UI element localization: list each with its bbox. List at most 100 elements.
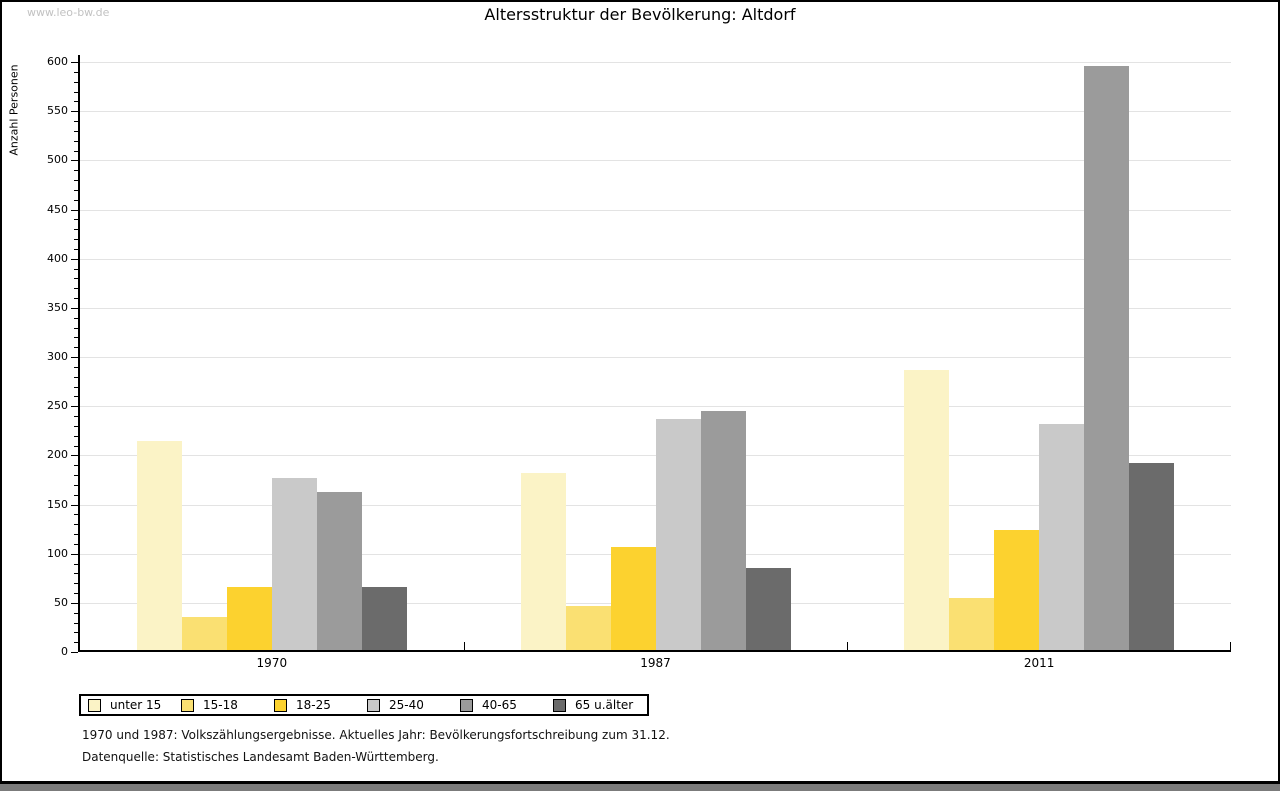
- x-axis-line: [78, 650, 1231, 652]
- y-axis-title: Anzahl Personen: [7, 64, 21, 156]
- bar-25-40-2011: [1039, 424, 1085, 650]
- y-tick-label: 450: [47, 202, 68, 216]
- bar-65-u-lter-2011: [1129, 463, 1175, 650]
- bar-18-25-1987: [610, 547, 656, 650]
- y-tick-label: 250: [47, 399, 68, 413]
- y-minor-tick: [74, 632, 78, 634]
- y-tick-label: 50: [54, 595, 68, 609]
- legend-label: unter 15: [110, 698, 162, 712]
- y-gridline: [80, 209, 1231, 211]
- y-minor-tick: [74, 317, 78, 319]
- y-major-tick: [71, 307, 78, 309]
- x-category-label: 1970: [256, 656, 288, 670]
- y-minor-tick: [74, 189, 78, 191]
- y-minor-tick: [74, 475, 78, 476]
- legend-label: 15-18: [203, 698, 238, 712]
- bar-25-40-1970: [271, 478, 317, 650]
- legend: unter 15 15-18 18-25 25-40 40-65 65 u.älter: [79, 694, 649, 716]
- y-minor-tick: [74, 71, 78, 73]
- y-minor-tick: [74, 278, 78, 280]
- bar-unter-15-1970: [136, 441, 182, 650]
- y-minor-tick: [74, 347, 78, 349]
- y-minor-tick: [74, 563, 78, 565]
- y-minor-tick: [74, 622, 78, 624]
- legend-item: 65 u.älter: [546, 698, 647, 712]
- y-minor-tick: [74, 543, 78, 545]
- bar-unter-15-1987: [520, 473, 566, 650]
- y-minor-tick: [74, 435, 78, 437]
- y-minor-tick: [74, 593, 78, 594]
- y-major-tick: [71, 602, 78, 604]
- y-major-tick: [71, 652, 78, 653]
- y-minor-tick: [74, 445, 78, 447]
- y-minor-tick: [74, 121, 78, 122]
- y-axis-line: [78, 55, 80, 652]
- y-minor-tick: [74, 416, 78, 417]
- y-minor-tick: [74, 534, 78, 535]
- x-category-label: 1987: [640, 656, 671, 670]
- footnote-datasource: Datenquelle: Statistisches Landesamt Bad…: [82, 750, 439, 764]
- bar-25-40-1987: [655, 419, 701, 650]
- bar-18-25-1970: [226, 587, 272, 650]
- y-minor-tick: [74, 288, 78, 290]
- y-minor-tick: [74, 170, 78, 172]
- y-minor-tick: [74, 396, 78, 398]
- y-gridline: [80, 111, 1231, 113]
- legend-swatch: [274, 698, 287, 712]
- y-tick-label: 300: [47, 350, 68, 363]
- bar-unter-15-2011: [904, 370, 950, 650]
- legend-item: 15-18: [174, 698, 267, 712]
- y-minor-tick: [74, 81, 78, 83]
- y-tick-label: 0: [61, 645, 68, 658]
- legend-item: 25-40: [360, 698, 453, 712]
- y-minor-tick: [74, 298, 78, 299]
- x-boundary-tick: [463, 642, 465, 650]
- y-tick-label: 100: [47, 546, 68, 560]
- y-major-tick: [71, 160, 78, 162]
- watermark: www.leo-bw.de: [27, 6, 110, 19]
- legend-label: 40-65: [482, 698, 517, 712]
- y-major-tick: [71, 209, 78, 211]
- y-minor-tick: [74, 642, 78, 644]
- y-major-tick: [71, 406, 78, 408]
- footnote-sources: 1970 und 1987: Volkszählungsergebnisse. …: [82, 728, 670, 742]
- y-gridline: [80, 307, 1231, 309]
- y-tick-label: 500: [47, 153, 68, 167]
- legend-swatch: [553, 698, 566, 712]
- bar-15-18-2011: [949, 598, 995, 650]
- y-gridline: [80, 62, 1231, 63]
- y-minor-tick: [74, 229, 78, 231]
- x-axis-end-tick: [1230, 642, 1231, 650]
- bar-15-18-1970: [181, 617, 227, 650]
- y-minor-tick: [74, 524, 78, 526]
- y-gridline: [80, 160, 1231, 162]
- bar-40-65-1987: [700, 411, 746, 650]
- y-major-tick: [71, 62, 78, 63]
- y-minor-tick: [74, 327, 78, 329]
- legend-swatch: [460, 698, 473, 712]
- bar-65-u-lter-1987: [745, 568, 791, 650]
- legend-label: 25-40: [389, 698, 424, 712]
- y-minor-tick: [74, 514, 78, 516]
- y-minor-tick: [74, 101, 78, 103]
- y-tick-label: 200: [47, 448, 68, 462]
- y-tick-label: 150: [47, 497, 68, 511]
- legend-label: 65 u.älter: [575, 698, 634, 712]
- y-tick-label: 600: [47, 55, 68, 68]
- y-tick-label: 550: [47, 104, 68, 118]
- legend-item: 40-65: [453, 698, 546, 712]
- y-gridline: [80, 406, 1231, 408]
- y-minor-tick: [74, 425, 78, 427]
- y-minor-tick: [74, 612, 78, 614]
- bar-15-18-1987: [565, 606, 611, 650]
- bar-40-65-1970: [316, 492, 362, 650]
- legend-label: 18-25: [296, 698, 331, 712]
- x-category-label: 2011: [1023, 656, 1055, 670]
- y-minor-tick: [74, 366, 78, 368]
- bottom-scrollbar: [0, 784, 1280, 791]
- y-major-tick: [71, 357, 78, 358]
- y-minor-tick: [74, 199, 78, 201]
- y-minor-tick: [74, 130, 78, 132]
- legend-item: unter 15: [81, 698, 174, 712]
- y-minor-tick: [74, 337, 78, 339]
